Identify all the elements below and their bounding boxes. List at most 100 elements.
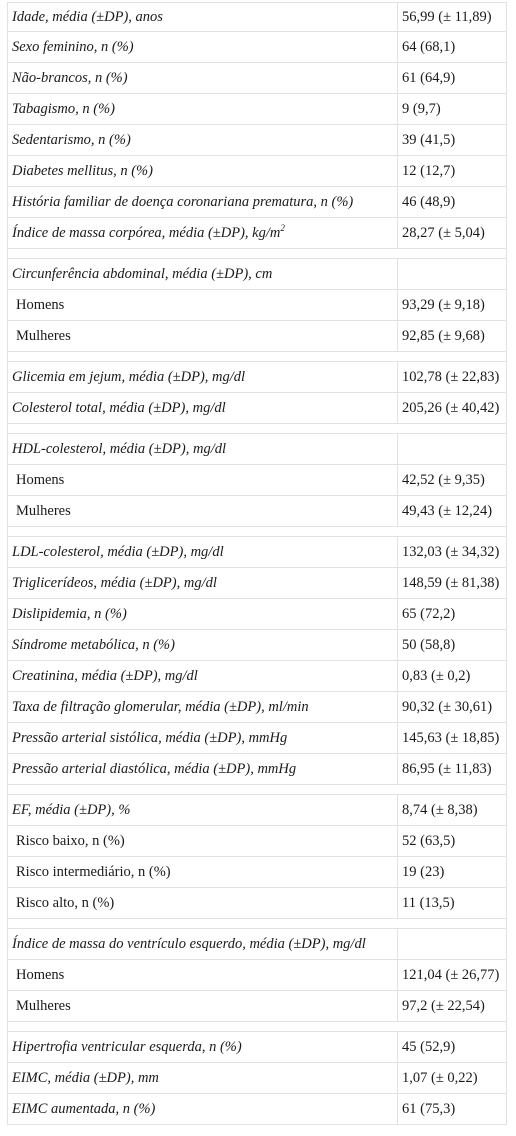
row-value: 42,52 (± 9,35) xyxy=(397,464,507,496)
row-value: 205,26 (± 40,42) xyxy=(397,392,507,424)
row-label-text: Risco baixo, n (%) xyxy=(16,832,125,849)
row-label: Mulheres xyxy=(7,320,398,352)
table-row: EIMC aumentada, n (%) 61 (75,3) xyxy=(7,1093,507,1125)
table-row: Síndrome metabólica, n (%) 50 (58,8) xyxy=(7,629,507,661)
row-label-text: Circunferência abdominal, média (±DP), c… xyxy=(12,265,273,282)
table-row: Sedentarismo, n (%) 39 (41,5) xyxy=(7,124,507,156)
spacer-row xyxy=(7,351,507,362)
row-value: 145,63 (± 18,85) xyxy=(397,722,507,754)
row-label: Dislipidemia, n (%) xyxy=(7,598,398,630)
row-label: Não-brancos, n (%) xyxy=(7,62,398,94)
row-label-text: Mulheres xyxy=(16,502,71,519)
row-label-text: Mulheres xyxy=(16,997,71,1014)
row-value: 148,59 (± 81,38) xyxy=(397,567,507,599)
row-label-text: Homens xyxy=(16,471,65,488)
row-value: 19 (23) xyxy=(397,856,507,888)
table-subrow: Mulheres 92,85 (± 9,68) xyxy=(7,320,507,352)
row-label: Idade, média (±DP), anos xyxy=(7,2,398,32)
row-value: 0,83 (± 0,2) xyxy=(397,660,507,692)
row-value: 50 (58,8) xyxy=(397,629,507,661)
row-label: Risco alto, n (%) xyxy=(7,887,398,919)
row-value: 90,32 (± 30,61) xyxy=(397,691,507,723)
row-value: 39 (41,5) xyxy=(397,124,507,156)
table-row: Índice de massa do ventrículo esquerdo, … xyxy=(7,928,507,960)
row-label-text: Taxa de filtração glomerular, média (±DP… xyxy=(12,698,309,715)
table-subrow: Risco alto, n (%) 11 (13,5) xyxy=(7,887,507,919)
row-value: 132,03 (± 34,32) xyxy=(397,536,507,568)
table-subrow: Homens 42,52 (± 9,35) xyxy=(7,464,507,496)
row-label-text: Índice de massa do ventrículo esquerdo, … xyxy=(12,935,366,952)
spacer-cell xyxy=(7,1021,507,1032)
row-value xyxy=(397,433,507,465)
row-label: Índice de massa corpórea, média (±DP), k… xyxy=(7,217,398,249)
row-label-text: História familiar de doença coronariana … xyxy=(12,193,354,210)
table-row: Glicemia em jejum, média (±DP), mg/dl 102… xyxy=(7,361,507,393)
table-row: LDL-colesterol, média (±DP), mg/dl 132,03… xyxy=(7,536,507,568)
row-label: EIMC aumentada, n (%) xyxy=(7,1093,398,1125)
row-label-superscript: 2 xyxy=(280,222,285,233)
row-label-text: Pressão arterial sistólica, média (±DP),… xyxy=(12,729,288,746)
row-label: Creatinina, média (±DP), mg/dl xyxy=(7,660,398,692)
row-label-text: HDL-colesterol, média (±DP), mg/dl xyxy=(12,440,227,457)
row-label: Risco baixo, n (%) xyxy=(7,825,398,857)
row-label-text: EF, média (±DP), % xyxy=(12,801,131,818)
row-label: Homens xyxy=(7,464,398,496)
table-subrow: Risco intermediário, n (%) 19 (23) xyxy=(7,856,507,888)
table-subrow: Risco baixo, n (%) 52 (63,5) xyxy=(7,825,507,857)
row-label: Mulheres xyxy=(7,990,398,1022)
spacer-row xyxy=(7,423,507,434)
row-label: Pressão arterial diastólica, média (±DP)… xyxy=(7,753,398,785)
row-value: 97,2 (± 22,54) xyxy=(397,990,507,1022)
table-subrow: Mulheres 49,43 (± 12,24) xyxy=(7,495,507,527)
row-value: 102,78 (± 22,83) xyxy=(397,361,507,393)
row-value: 12 (12,7) xyxy=(397,155,507,187)
row-value: 9 (9,7) xyxy=(397,93,507,125)
row-label: Homens xyxy=(7,289,398,321)
row-value xyxy=(397,258,507,290)
table-row: Taxa de filtração glomerular, média (±DP… xyxy=(7,691,507,723)
spacer-row xyxy=(7,526,507,537)
row-label-text: Síndrome metabólica, n (%) xyxy=(12,636,175,653)
row-label: EIMC, média (±DP), mm xyxy=(7,1062,398,1094)
row-label-text: Colesterol total, média (±DP), mg/dl xyxy=(12,399,226,416)
row-label-text: EIMC, média (±DP), mm xyxy=(12,1069,159,1086)
row-value: 121,04 (± 26,77) xyxy=(397,959,507,991)
row-value: 64 (68,1) xyxy=(397,31,507,63)
spacer-row xyxy=(7,248,507,259)
row-label-text: Triglicerídeos, média (±DP), mg/dl xyxy=(12,574,217,591)
table-subrow: Homens 93,29 (± 9,18) xyxy=(7,289,507,321)
table-row: EF, média (±DP), % 8,74 (± 8,38) xyxy=(7,794,507,826)
row-value: 61 (75,3) xyxy=(397,1093,507,1125)
row-label-text: Sexo feminino, n (%) xyxy=(12,38,134,55)
row-value: 52 (63,5) xyxy=(397,825,507,857)
table-row: Circunferência abdominal, média (±DP), c… xyxy=(7,258,507,290)
row-label-text: Risco alto, n (%) xyxy=(16,894,115,911)
spacer-cell xyxy=(7,918,507,929)
row-label: LDL-colesterol, média (±DP), mg/dl xyxy=(7,536,398,568)
table-row: Não-brancos, n (%) 61 (64,9) xyxy=(7,62,507,94)
row-label-text: Diabetes mellitus, n (%) xyxy=(12,162,153,179)
row-label: Risco intermediário, n (%) xyxy=(7,856,398,888)
table-row: Sexo feminino, n (%) 64 (68,1) xyxy=(7,31,507,63)
row-label: Homens xyxy=(7,959,398,991)
row-label-text: Mulheres xyxy=(16,327,71,344)
row-value: 92,85 (± 9,68) xyxy=(397,320,507,352)
spacer-cell xyxy=(7,784,507,795)
row-label-text: Sedentarismo, n (%) xyxy=(12,131,131,148)
row-label-text: Homens xyxy=(16,296,65,313)
row-label: Taxa de filtração glomerular, média (±DP… xyxy=(7,691,398,723)
row-value: 61 (64,9) xyxy=(397,62,507,94)
row-value: 49,43 (± 12,24) xyxy=(397,495,507,527)
row-label: Tabagismo, n (%) xyxy=(7,93,398,125)
table-body: Idade, média (±DP), anos 56,99 (± 11,89) S… xyxy=(7,2,507,1125)
characteristics-table: Idade, média (±DP), anos 56,99 (± 11,89) S… xyxy=(7,2,507,1125)
row-value: 1,07 (± 0,22) xyxy=(397,1062,507,1094)
row-label: Triglicerídeos, média (±DP), mg/dl xyxy=(7,567,398,599)
row-value: 86,95 (± 11,83) xyxy=(397,753,507,785)
row-label-text: Pressão arterial diastólica, média (±DP)… xyxy=(12,760,297,777)
table-row: EIMC, média (±DP), mm 1,07 (± 0,22) xyxy=(7,1062,507,1094)
row-value: 56,99 (± 11,89) xyxy=(397,2,507,32)
table-row: História familiar de doença coronariana … xyxy=(7,186,507,218)
spacer-row xyxy=(7,1021,507,1032)
row-label: Sedentarismo, n (%) xyxy=(7,124,398,156)
